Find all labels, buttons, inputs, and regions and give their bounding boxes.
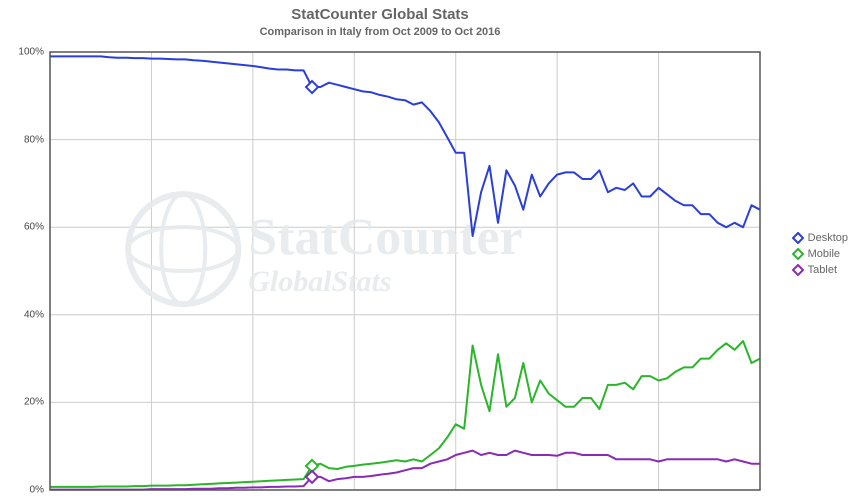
- diamond-icon: [792, 232, 804, 244]
- svg-text:GlobalStats: GlobalStats: [248, 265, 391, 298]
- diamond-icon: [792, 264, 804, 276]
- svg-text:StatCounter: StatCounter: [248, 209, 522, 266]
- diamond-icon: [792, 248, 804, 260]
- chart-svg: StatCounterGlobalStats: [0, 0, 854, 500]
- legend: Desktop Mobile Tablet: [792, 232, 848, 280]
- legend-item-tablet: Tablet: [792, 264, 848, 276]
- y-axis-label: 100%: [4, 47, 44, 58]
- legend-label: Mobile: [808, 248, 840, 260]
- y-axis-label: 60%: [4, 222, 44, 233]
- chart-container: StatCounter Global Stats Comparison in I…: [0, 0, 854, 500]
- legend-item-mobile: Mobile: [792, 248, 848, 260]
- y-axis-label: 40%: [4, 309, 44, 320]
- y-axis-label: 80%: [4, 134, 44, 145]
- y-axis-label: 20%: [4, 397, 44, 408]
- legend-label: Desktop: [808, 232, 848, 244]
- legend-item-desktop: Desktop: [792, 232, 848, 244]
- y-axis-label: 0%: [4, 485, 44, 496]
- legend-label: Tablet: [808, 264, 837, 276]
